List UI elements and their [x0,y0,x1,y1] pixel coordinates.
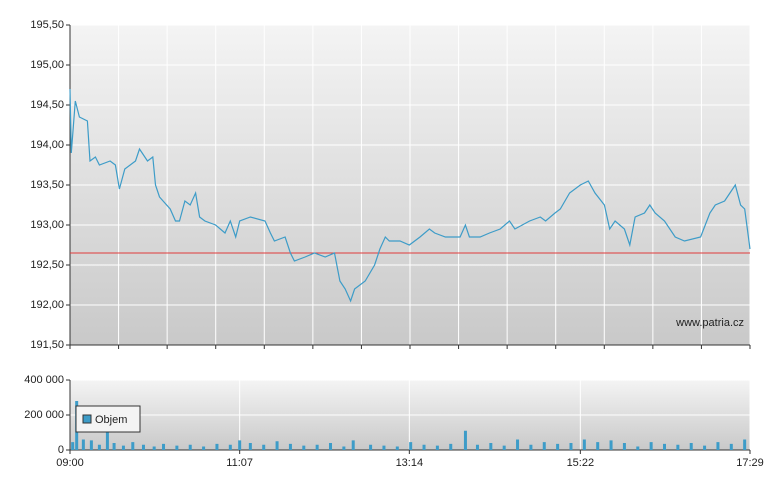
price-line [69,88,751,303]
volume-bar [435,445,439,450]
volume-bar [703,445,707,450]
watermark: www.patria.cz [675,317,744,329]
y-tick-label: 192,50 [30,259,64,271]
volume-bar [382,445,386,450]
x-tick-label: 17:29 [736,457,764,469]
volume-bar [609,440,613,450]
x-tick-label: 13:14 [396,457,424,469]
volume-bar [662,443,666,450]
x-tick-label: 11:07 [226,457,253,469]
volume-bar [202,446,206,450]
legend-swatch [82,414,92,424]
y-tick-label: 0 [58,444,64,456]
volume-bar [422,444,426,450]
y-tick-label: 194,50 [30,99,64,111]
volume-bar [262,444,266,450]
volume-bar [636,446,640,450]
volume-bar [463,430,467,450]
y-tick-label: 191,50 [30,339,64,351]
volume-bar [649,442,653,450]
volume-bar [569,443,573,450]
volume-bar [369,444,373,450]
volume-bar [502,445,506,450]
y-tick-label: 195,50 [30,19,64,31]
volume-bar [141,444,145,450]
volume-bar [131,442,135,450]
y-tick-label: 192,00 [30,299,64,311]
volume-bar [409,442,413,450]
volume-bar [329,443,333,450]
volume-bar [81,439,85,450]
legend-label: Objem [95,414,127,426]
volume-bar [121,445,125,450]
volume-bar [152,446,156,450]
y-tick-label: 195,00 [30,59,64,71]
volume-bar [288,443,292,450]
volume-bar [97,444,101,450]
volume-bar [743,439,747,450]
volume-bar [556,443,560,450]
volume-bar [71,442,75,450]
volume-bar [238,440,242,450]
volume-bar [215,443,219,450]
volume-bar [112,443,116,450]
x-tick-label: 15:22 [567,457,595,469]
volume-bar [596,442,600,450]
volume-bar [228,444,232,450]
volume-bar [302,445,306,450]
volume-bar [395,446,399,450]
volume-bar [315,444,319,450]
volume-bar [351,440,355,450]
volume-bar [475,444,479,450]
volume-bar [676,444,680,450]
volume-bar [89,440,93,450]
volume-bar [582,439,586,450]
volume-bar [529,444,533,450]
x-tick-label: 09:00 [56,457,84,469]
volume-bar [449,443,453,450]
volume-bar [162,443,166,450]
y-tick-label: 193,50 [30,179,64,191]
volume-bar [275,441,279,450]
volume-bar [175,445,179,450]
y-tick-label: 193,00 [30,219,64,231]
volume-bar [188,444,192,450]
volume-bar [516,439,520,450]
volume-bar [342,446,346,450]
y-tick-label: 194,00 [30,139,64,151]
volume-bar [248,443,252,450]
volume-bar [622,443,626,450]
volume-bar [689,443,693,450]
volume-bar [542,442,546,450]
y-tick-label: 200 000 [24,409,64,421]
volume-bar [489,443,493,450]
y-tick-label: 400 000 [24,374,64,386]
volume-bar [105,425,109,450]
volume-bar [729,443,733,450]
volume-bar [716,442,720,450]
